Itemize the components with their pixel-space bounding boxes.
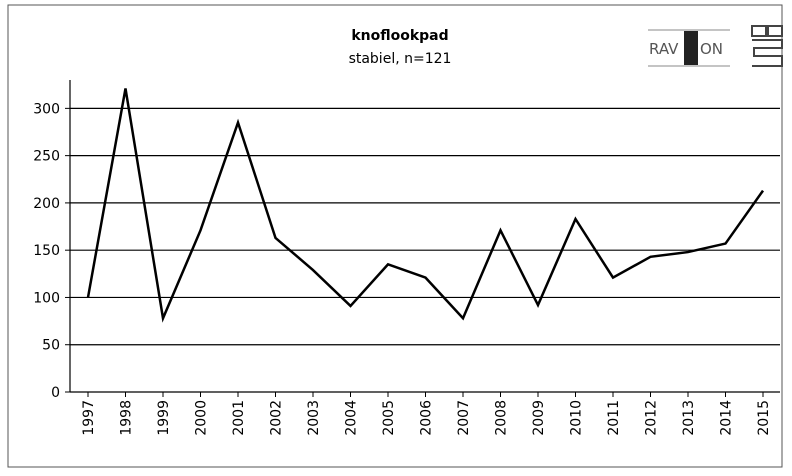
- x-tick-label: 2006: [419, 400, 435, 436]
- y-tick-label: 200: [33, 196, 60, 212]
- x-tick-label: 2002: [269, 400, 285, 436]
- x-tick-label: 2005: [381, 400, 397, 436]
- y-tick-label: 0: [51, 385, 60, 401]
- x-tick-label: 2001: [231, 400, 247, 436]
- x-tick-label: 2012: [644, 400, 660, 436]
- logo-text: RAV: [649, 40, 679, 58]
- x-tick-label: 2003: [306, 400, 322, 436]
- x-tick-label: 2014: [719, 400, 735, 436]
- data-line: [86, 88, 765, 323]
- logo-icon: [684, 31, 698, 65]
- x-tick-label: 2013: [681, 400, 697, 436]
- x-tick-label: 2000: [194, 400, 210, 436]
- cbs-logo: [751, 25, 783, 67]
- x-tick-label: 2007: [456, 400, 472, 436]
- frame: [7, 4, 783, 468]
- y-tick-label: 300: [33, 101, 60, 117]
- y-tick-label: 50: [42, 338, 60, 354]
- logo-text: ON: [700, 40, 723, 58]
- chart-subtitle: stabiel, n=121: [349, 51, 452, 67]
- logo-text: cbs: [0, 0, 2, 1]
- x-tick-label: 2008: [494, 400, 510, 436]
- x-tick-label: 2004: [344, 400, 360, 436]
- x-tick-label: 2011: [606, 400, 622, 436]
- y-tick-label: 250: [33, 149, 60, 165]
- x-tick-label: 2010: [569, 400, 585, 436]
- x-tick-label: 1999: [156, 400, 172, 436]
- chart-title: knoflookpad: [351, 28, 448, 44]
- x-tick-label: 2015: [756, 400, 772, 436]
- x-tick-label: 1997: [81, 400, 97, 436]
- y-tick-label: 150: [33, 243, 60, 259]
- x-tick-label: 1998: [119, 400, 135, 436]
- ravon-logo: RAV ON: [648, 29, 730, 67]
- x-tick-label: 2009: [531, 400, 547, 436]
- y-tick-label: 100: [33, 290, 60, 306]
